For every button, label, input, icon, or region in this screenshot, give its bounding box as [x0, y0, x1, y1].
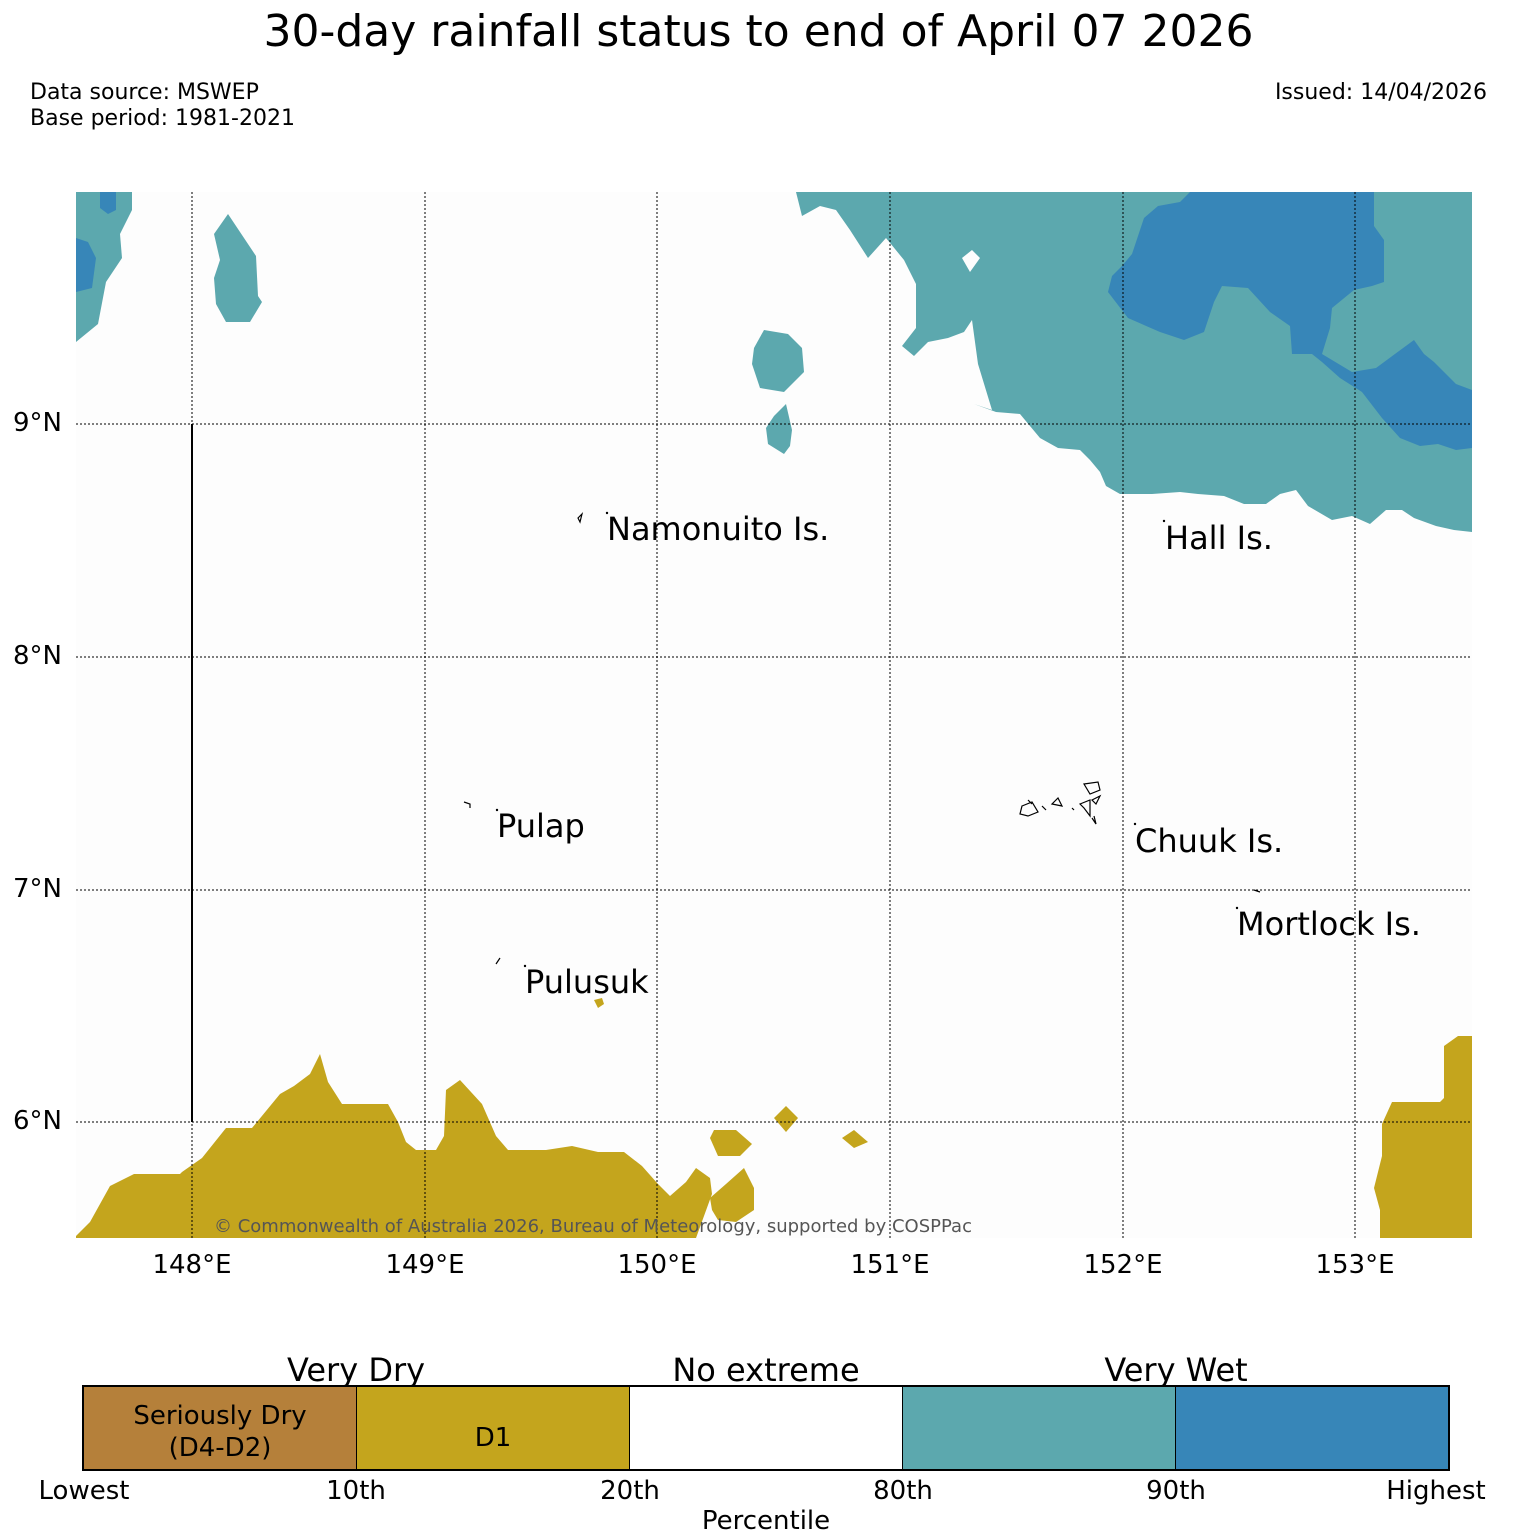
very-wet-region-northeast	[1108, 192, 1472, 450]
mortlock-label: Mortlock Is.	[1237, 905, 1421, 943]
wet-region-island-148e	[214, 214, 262, 322]
chuuk-marker	[1133, 822, 1137, 826]
legend-very-wet-label: Very Wet	[1104, 1351, 1248, 1389]
map-canvas: Namonuito Is. Hall Is. Pulap Chuuk Is. M…	[76, 192, 1472, 1238]
legend-very-dry-label: Very Dry	[286, 1351, 426, 1389]
gridlines	[76, 192, 1472, 1238]
pulusuk-island-outline	[495, 957, 501, 965]
lon-label-148e: 148°E	[152, 1250, 232, 1280]
pulap-island-outline	[463, 801, 471, 808]
legend-tick-highest: Highest	[1386, 1476, 1486, 1506]
legend-swatch-wet-90-plus	[1176, 1387, 1448, 1469]
chuuk-lagoon-island-5	[1019, 801, 1039, 817]
legend-tick-lowest: Lowest	[38, 1476, 130, 1506]
chuuk-label: Chuuk Is.	[1135, 822, 1283, 860]
chuuk-lagoon-island-9	[1027, 799, 1033, 805]
legend-tick-20th: 20th	[600, 1476, 660, 1506]
map-title: 30-day rainfall status to end of April 0…	[263, 6, 1254, 57]
place-markers	[495, 511, 1239, 968]
map-metadata-left: Data source: MSWEP Base period: 1981-202…	[30, 80, 295, 132]
legend-no-extreme-label: No extreme	[672, 1351, 860, 1389]
lat-label-9n: 9°N	[13, 408, 62, 438]
legend-swatch-no-extreme	[630, 1387, 903, 1469]
lon-label-153e: 153°E	[1315, 1250, 1395, 1280]
chuuk-lagoon-island-6	[1041, 805, 1047, 811]
dry-region-blob-150-3e	[710, 1130, 752, 1156]
wet-region-blob-150-5e-lower	[766, 404, 792, 454]
hall-marker	[1162, 519, 1166, 523]
percentile-legend: Seriously Dry (D4-D2) D1	[82, 1385, 1450, 1471]
place-labels: Namonuito Is. Hall Is. Pulap Chuuk Is. M…	[497, 510, 1421, 1001]
lat-label-7n: 7°N	[13, 874, 62, 904]
dry-region-pulusuk-speck	[594, 998, 604, 1008]
copyright-notice: © Commonwealth of Australia 2026, Bureau…	[214, 1216, 972, 1237]
rainfall-map: Namonuito Is. Hall Is. Pulap Chuuk Is. M…	[76, 192, 1472, 1238]
dry-region-blob-150-5e	[774, 1106, 798, 1132]
lat-label-8n: 8°N	[13, 641, 62, 671]
pulusuk-marker	[523, 964, 527, 968]
legend-tick-10th: 10th	[326, 1476, 386, 1506]
very-wet-regions	[76, 192, 1472, 450]
wet-region-blob-150-5e-upper	[752, 330, 804, 392]
very-wet-region-northwest	[76, 238, 96, 292]
hall-label: Hall Is.	[1165, 519, 1273, 557]
chuuk-lagoon-island-1	[1083, 781, 1101, 795]
legend-tick-80th: 80th	[873, 1476, 933, 1506]
legend-seriously-dry-label: Seriously Dry	[133, 1401, 307, 1431]
dry-region-southeast	[1374, 1036, 1472, 1238]
legend-axis-title: Percentile	[701, 1506, 831, 1536]
dry-region-southwest-lower-patch	[710, 1168, 754, 1222]
dry-region-blob-150-8e	[842, 1130, 868, 1148]
dry-regions	[76, 998, 1472, 1238]
very-wet-region-northwest-top	[100, 192, 116, 214]
issued-date-text: Issued: 14/04/2026	[1274, 80, 1487, 105]
chuuk-lagoon-island-3	[1090, 794, 1102, 806]
chuuk-lagoon-island-7	[1071, 807, 1075, 811]
pulusuk-label: Pulusuk	[525, 963, 649, 1001]
lon-label-151e: 151°E	[850, 1250, 930, 1280]
wet-region-northwest	[76, 192, 132, 342]
chuuk-lagoon-island-4	[1050, 796, 1064, 807]
namonuito-marker	[605, 511, 609, 515]
mortlock-island-outline	[1253, 889, 1261, 893]
chuuk-lagoon-island-2	[1078, 799, 1091, 818]
lon-label-149e: 149°E	[385, 1250, 465, 1280]
base-period-text: Base period: 1981-2021	[30, 106, 295, 131]
legend-tick-90th: 90th	[1146, 1476, 1206, 1506]
mortlock-marker	[1235, 906, 1239, 910]
legend-seriously-dry-sublabel: (D4-D2)	[168, 1433, 272, 1463]
namonuito-label: Namonuito Is.	[607, 510, 829, 548]
lat-label-6n: 6°N	[13, 1106, 62, 1136]
namonuito-island-outline	[577, 512, 584, 524]
legend-swatch-d1: D1	[357, 1387, 630, 1469]
pulap-label: Pulap	[497, 807, 585, 845]
legend-d1-label: D1	[474, 1423, 512, 1453]
lon-label-150e: 150°E	[617, 1250, 697, 1280]
dry-region-southwest	[76, 1054, 712, 1238]
legend-swatch-seriously-dry: Seriously Dry (D4-D2)	[84, 1387, 357, 1469]
lon-label-152e: 152°E	[1083, 1250, 1163, 1280]
island-outlines	[463, 512, 1261, 965]
chuuk-lagoon-island-8	[1091, 815, 1097, 825]
data-source-text: Data source: MSWEP	[30, 80, 259, 105]
pulap-marker	[495, 808, 499, 812]
legend-swatch-wet-80-90	[903, 1387, 1176, 1469]
